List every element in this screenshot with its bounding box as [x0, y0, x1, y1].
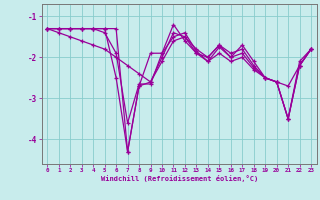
X-axis label: Windchill (Refroidissement éolien,°C): Windchill (Refroidissement éolien,°C)	[100, 175, 258, 182]
